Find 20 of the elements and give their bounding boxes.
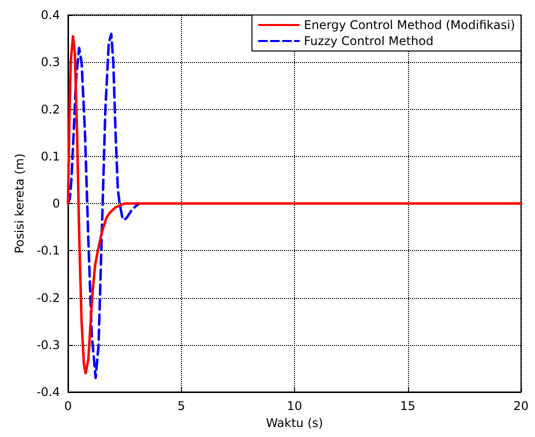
line-series: [66, 34, 522, 374]
x-tick-label: 20: [513, 399, 529, 413]
x-tick-label: 10: [286, 399, 302, 413]
y-tick-label: -0.2: [36, 290, 60, 305]
x-axis-title: Waktu (s): [266, 416, 324, 430]
y-tick-label: 0.4: [40, 8, 60, 22]
y-tick-label: -0.3: [36, 338, 60, 352]
y-tick-label: 0: [52, 196, 60, 210]
x-tick-label: 0: [64, 399, 72, 413]
y-tick-label: 0.1: [40, 149, 60, 164]
y-axis-title: Posisi kereta (m): [12, 153, 27, 254]
y-tick-label: -0.4: [36, 385, 60, 399]
x-tick-label: 5: [177, 399, 186, 413]
legend-label: Fuzzy Control Method: [304, 34, 434, 48]
y-tick-label: 0.2: [40, 102, 60, 116]
x-tick-label: 15: [400, 399, 416, 413]
y-tick-label: 0.3: [40, 55, 60, 70]
line-series: [66, 32, 141, 380]
y-tick-label: -0.1: [36, 244, 60, 258]
legend-label: Energy Control Method (Modifikasi): [304, 18, 516, 32]
